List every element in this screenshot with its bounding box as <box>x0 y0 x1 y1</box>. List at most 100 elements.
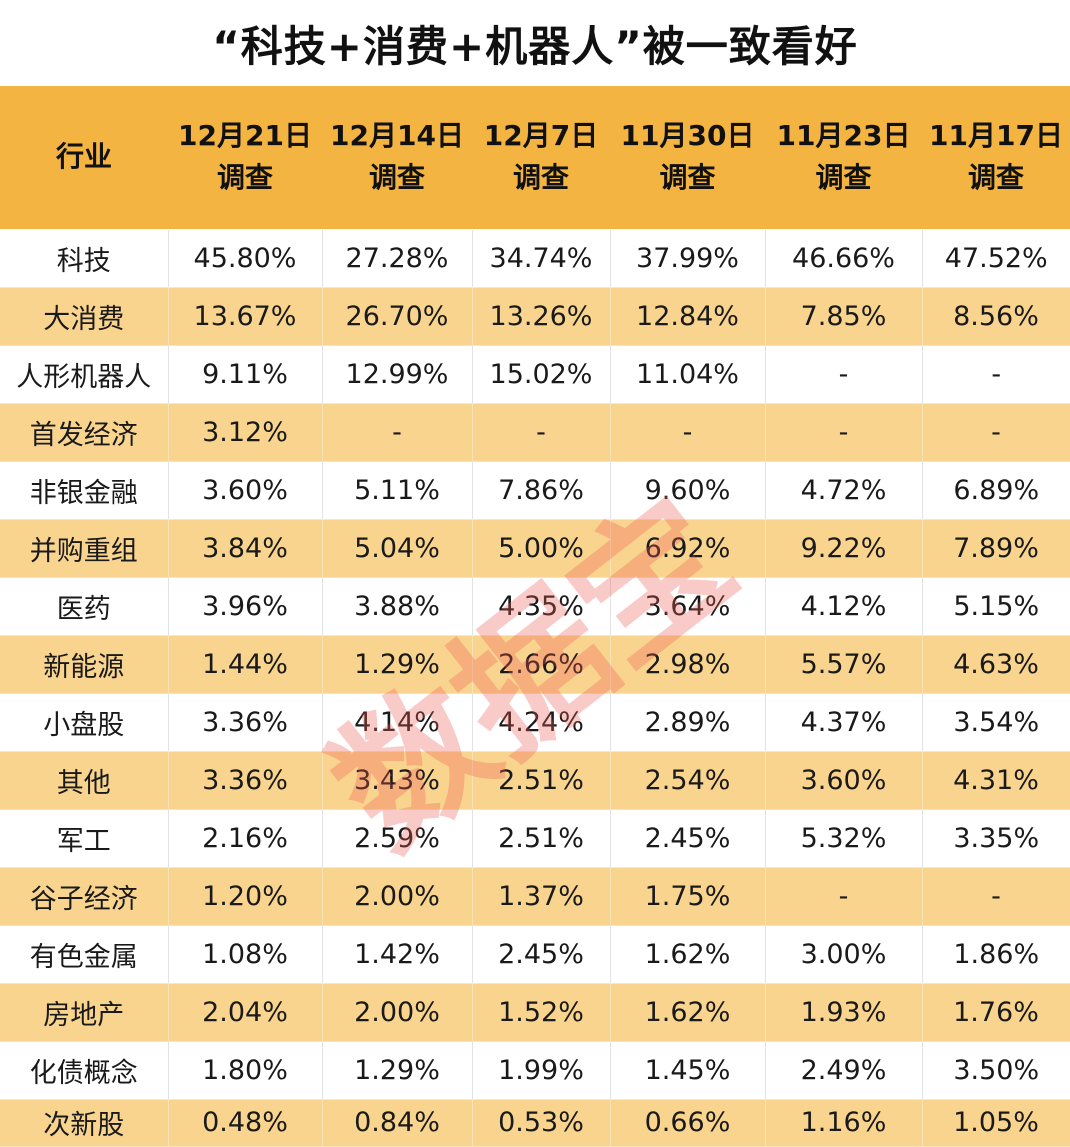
value-cell: 1.42% <box>322 925 473 984</box>
table-row: 科技 45.80% 27.28% 34.74% 37.99% 46.66% 47.52% <box>0 229 1070 288</box>
value-cell: 15.02% <box>472 345 611 404</box>
table-row: 大消费 13.67% 26.70% 13.26% 12.84% 7.85% 8.56% <box>0 287 1070 346</box>
value-cell: 1.20% <box>168 867 323 926</box>
value-cell: 27.28% <box>322 229 473 288</box>
value-cell: 11.04% <box>610 345 766 404</box>
value-cell: 8.56% <box>922 287 1070 346</box>
value-cell: 4.63% <box>922 635 1070 694</box>
value-cell: 1.99% <box>472 1041 611 1100</box>
value-cell: 4.24% <box>472 693 611 752</box>
industry-cell: 大消费 <box>0 287 169 346</box>
value-cell: 4.14% <box>322 693 473 752</box>
value-cell: 1.52% <box>472 983 611 1042</box>
value-cell: 3.50% <box>922 1041 1070 1100</box>
value-cell: 3.00% <box>765 925 923 984</box>
table-row: 首发经济 3.12% - - - - - <box>0 403 1070 462</box>
table-row: 新能源 1.44% 1.29% 2.66% 2.98% 5.57% 4.63% <box>0 635 1070 694</box>
value-cell: 4.31% <box>922 751 1070 810</box>
table-header: 行业 12月21日 调查 12月14日 调查 12月7日 调查 11月30日 调… <box>0 86 1070 230</box>
title-bar: “科技+消费+机器人”被一致看好 <box>0 0 1070 86</box>
header-date-col: 11月30日 调查 <box>610 86 765 230</box>
industry-cell: 次新股 <box>0 1099 169 1147</box>
value-cell: 0.53% <box>472 1099 611 1147</box>
value-cell: 4.37% <box>765 693 923 752</box>
table-row: 非银金融 3.60% 5.11% 7.86% 9.60% 4.72% 6.89% <box>0 461 1070 520</box>
value-cell: - <box>322 403 473 462</box>
header-date-col: 12月7日 调查 <box>472 86 610 230</box>
value-cell: 4.12% <box>765 577 923 636</box>
value-cell: 1.80% <box>168 1041 323 1100</box>
value-cell: 9.11% <box>168 345 323 404</box>
value-cell: 5.57% <box>765 635 923 694</box>
value-cell: 2.89% <box>610 693 766 752</box>
value-cell: 6.92% <box>610 519 766 578</box>
header-date-col: 12月21日 调查 <box>168 86 322 230</box>
header-row: 行业 12月21日 调查 12月14日 调查 12月7日 调查 11月30日 调… <box>0 86 1070 230</box>
value-cell: 9.22% <box>765 519 923 578</box>
header-sub: 调查 <box>368 161 425 195</box>
value-cell: 2.16% <box>168 809 323 868</box>
value-cell: 3.36% <box>168 751 323 810</box>
value-cell: 1.75% <box>610 867 766 926</box>
value-cell: 0.48% <box>168 1099 323 1147</box>
value-cell: 0.84% <box>322 1099 473 1147</box>
value-cell: 3.88% <box>322 577 473 636</box>
header-date: 12月21日 <box>178 119 312 153</box>
value-cell: - <box>922 403 1070 462</box>
value-cell: 2.51% <box>472 751 611 810</box>
header-date-col: 12月14日 调查 <box>322 86 472 230</box>
value-cell: 37.99% <box>610 229 766 288</box>
value-cell: 3.64% <box>610 577 766 636</box>
value-cell: 47.52% <box>922 229 1070 288</box>
industry-cell: 有色金属 <box>0 925 169 984</box>
table-row: 房地产 2.04% 2.00% 1.52% 1.62% 1.93% 1.76% <box>0 983 1070 1042</box>
industry-cell: 小盘股 <box>0 693 169 752</box>
value-cell: 34.74% <box>472 229 611 288</box>
value-cell: - <box>610 403 766 462</box>
value-cell: 1.93% <box>765 983 923 1042</box>
value-cell: 2.04% <box>168 983 323 1042</box>
value-cell: 1.37% <box>472 867 611 926</box>
value-cell: 3.12% <box>168 403 323 462</box>
value-cell: 1.08% <box>168 925 323 984</box>
value-cell: 7.85% <box>765 287 923 346</box>
value-cell: 3.60% <box>168 461 323 520</box>
value-cell: 26.70% <box>322 287 473 346</box>
header-sub: 调查 <box>815 161 872 195</box>
industry-cell: 谷子经济 <box>0 867 169 926</box>
industry-cell: 军工 <box>0 809 169 868</box>
value-cell: 1.76% <box>922 983 1070 1042</box>
header-date: 12月14日 <box>330 119 464 153</box>
table-body: 科技 45.80% 27.28% 34.74% 37.99% 46.66% 47.52% 大消… <box>0 229 1070 1147</box>
table-row: 次新股 0.48% 0.84% 0.53% 0.66% 1.16% 1.05% <box>0 1099 1070 1147</box>
value-cell: 1.05% <box>922 1099 1070 1147</box>
value-cell: 2.98% <box>610 635 766 694</box>
value-cell: - <box>922 867 1070 926</box>
value-cell: 5.00% <box>472 519 611 578</box>
value-cell: 4.72% <box>765 461 923 520</box>
value-cell: 46.66% <box>765 229 923 288</box>
value-cell: - <box>472 403 611 462</box>
value-cell: 2.49% <box>765 1041 923 1100</box>
value-cell: 7.86% <box>472 461 611 520</box>
value-cell: 5.15% <box>922 577 1070 636</box>
industry-cell: 非银金融 <box>0 461 169 520</box>
value-cell: 3.54% <box>922 693 1070 752</box>
value-cell: 5.11% <box>322 461 473 520</box>
value-cell: 3.43% <box>322 751 473 810</box>
value-cell: 1.29% <box>322 635 473 694</box>
value-cell: 3.60% <box>765 751 923 810</box>
header-date: 11月23日 <box>776 119 911 153</box>
value-cell: 9.60% <box>610 461 766 520</box>
value-cell: 1.44% <box>168 635 323 694</box>
value-cell: 5.04% <box>322 519 473 578</box>
value-cell: 13.26% <box>472 287 611 346</box>
table-row: 军工 2.16% 2.59% 2.51% 2.45% 5.32% 3.35% <box>0 809 1070 868</box>
header-industry: 行业 <box>0 86 168 230</box>
value-cell: 7.89% <box>922 519 1070 578</box>
header-sub: 调查 <box>967 161 1024 195</box>
table-row: 医药 3.96% 3.88% 4.35% 3.64% 4.12% 5.15% <box>0 577 1070 636</box>
value-cell: 2.51% <box>472 809 611 868</box>
table-row: 小盘股 3.36% 4.14% 4.24% 2.89% 4.37% 3.54% <box>0 693 1070 752</box>
header-date: 12月7日 <box>483 119 599 153</box>
